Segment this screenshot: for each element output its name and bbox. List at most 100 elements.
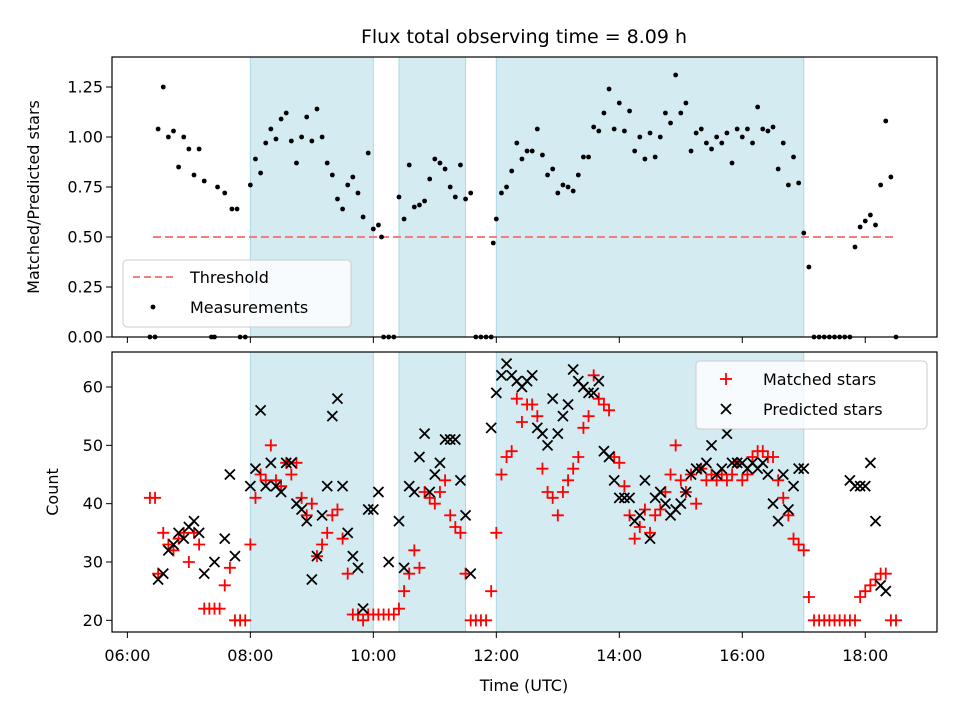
matched-star-point: [741, 468, 754, 481]
matched-star-point: [387, 608, 400, 621]
measurement-point: [468, 190, 474, 196]
predicted-star-point: [188, 515, 200, 527]
matched-star-point: [300, 509, 313, 522]
measurement-point: [801, 230, 807, 236]
y-tick-label: 0.50: [67, 228, 103, 247]
predicted-star-point: [869, 515, 882, 527]
predicted-star-point: [398, 562, 410, 574]
predicted-star-point: [357, 603, 369, 615]
measurement-point: [401, 216, 407, 222]
matched-star-point: [392, 602, 405, 615]
predicted-star-point: [454, 474, 467, 486]
predicted-star-point: [608, 474, 620, 486]
matched-star-point: [449, 521, 462, 533]
measurement-point: [570, 188, 576, 194]
matched-star-point: [193, 538, 206, 551]
measurement-point: [852, 244, 858, 250]
measurement-point: [693, 130, 699, 136]
matched-star-point: [562, 474, 575, 487]
predicted-star-point: [336, 480, 349, 492]
y-tick-label: 0.25: [67, 278, 103, 297]
measurement-point: [196, 146, 202, 152]
matched-star-point: [597, 398, 610, 411]
predicted-star-point: [157, 568, 169, 580]
y-tick-label: 60: [83, 378, 103, 397]
predicted-star-point: [603, 451, 615, 463]
measurement-point: [806, 264, 812, 270]
y-tick-label: 1.00: [67, 128, 103, 147]
predicted-star-point: [219, 533, 231, 545]
measurement-point: [499, 190, 504, 196]
matched-star-point: [428, 497, 441, 510]
y-tick-label: 0.00: [67, 328, 103, 347]
measurement-point: [215, 184, 220, 190]
matched-star-point: [444, 509, 457, 522]
y-tick-label: 20: [83, 611, 103, 630]
legend-predicted-label: Predicted stars: [763, 400, 883, 419]
measurement-point: [422, 198, 427, 204]
measurement-point: [160, 84, 166, 90]
predicted-star-point: [429, 468, 441, 481]
matched-star-point: [551, 509, 564, 522]
x-tick-label: 14:00: [596, 646, 642, 665]
measurement-point: [770, 124, 776, 130]
matched-star-point: [890, 614, 903, 627]
measurement-point: [729, 160, 735, 166]
predicted-star-point: [393, 515, 405, 527]
measurement-point: [560, 182, 566, 188]
measurement-point: [299, 134, 304, 140]
matched-star-point: [674, 474, 687, 487]
predicted-star-point: [449, 433, 461, 446]
predicted-star-point: [265, 457, 277, 469]
predicted-star-point: [301, 515, 313, 527]
top-y-ticks: 0.00 0.25 0.50 0.75 1.00 1.25: [67, 78, 112, 347]
matched-star-point: [582, 410, 595, 423]
predicted-star-point: [618, 492, 631, 504]
measurement-point: [719, 140, 725, 146]
predicted-star-point: [383, 556, 395, 568]
measurement-point: [186, 146, 192, 152]
measurement-point: [258, 170, 264, 176]
matched-star-point: [526, 398, 539, 411]
measurement-point: [616, 100, 622, 106]
predicted-star-point: [634, 509, 646, 521]
matched-star-point: [854, 591, 867, 603]
matched-star-point: [321, 526, 334, 539]
matched-star-point: [592, 392, 605, 405]
measurement-point: [181, 134, 187, 140]
matched-star-point: [859, 585, 872, 598]
matched-star-point: [351, 608, 364, 621]
y-tick-label: 40: [83, 494, 103, 513]
predicted-star-point: [167, 538, 180, 551]
measurement-point: [586, 154, 591, 160]
predicted-star-point: [500, 358, 513, 370]
measurement-point: [519, 156, 525, 162]
matched-star-point: [510, 392, 523, 405]
predicted-star-point: [311, 550, 323, 562]
measurement-point: [191, 172, 197, 178]
predicted-star-point: [567, 363, 579, 376]
predicted-star-point: [198, 568, 210, 580]
matched-star-point: [787, 532, 800, 545]
top-x-ticks: [126, 337, 866, 343]
measurement-point: [229, 206, 235, 212]
matched-star-point: [603, 404, 616, 417]
predicted-star-point: [639, 474, 651, 486]
predicted-star-point: [193, 527, 205, 539]
bottom-y-axis-label: Count: [43, 468, 62, 516]
top-plot-frame: [111, 56, 938, 338]
measurement-point: [529, 148, 535, 154]
predicted-star-point: [352, 562, 364, 574]
predicted-star-point: [444, 433, 456, 446]
measurement-point: [745, 126, 750, 132]
measurement-point: [335, 196, 340, 202]
measurement-point: [437, 160, 443, 166]
measurement-point: [370, 226, 376, 232]
top-legend: Threshold Measurements: [122, 259, 352, 328]
predicted-star-point: [260, 480, 272, 492]
predicted-star-point: [321, 480, 333, 492]
predicted-star-point: [342, 527, 354, 539]
matched-star-point: [213, 602, 226, 615]
predicted-star-point: [244, 480, 256, 492]
matched-star-point: [536, 462, 549, 475]
